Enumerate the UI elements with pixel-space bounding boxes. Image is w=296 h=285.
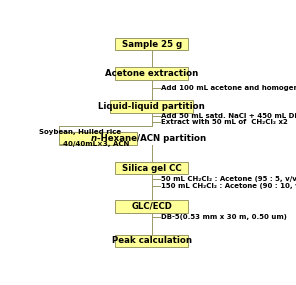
Text: Peak calculation: Peak calculation: [112, 237, 192, 245]
FancyBboxPatch shape: [115, 67, 189, 80]
Text: GLC/ECD: GLC/ECD: [131, 202, 172, 211]
FancyBboxPatch shape: [59, 132, 137, 145]
Text: Silica gel CC: Silica gel CC: [122, 164, 181, 172]
Text: 40/40mL×3, ACN: 40/40mL×3, ACN: [63, 141, 130, 147]
Text: Sample 25 g: Sample 25 g: [122, 40, 182, 48]
Text: 50 mL CH₂Cl₂ : Acetone (95 : 5, v/v), Discard: 50 mL CH₂Cl₂ : Acetone (95 : 5, v/v), Di…: [161, 176, 296, 182]
Text: Soybean, Hulled rice: Soybean, Hulled rice: [39, 129, 121, 135]
FancyBboxPatch shape: [110, 100, 193, 113]
FancyBboxPatch shape: [115, 235, 189, 247]
FancyBboxPatch shape: [115, 162, 189, 174]
Text: Extract with 50 mL of  CH₂Cl₂ x2: Extract with 50 mL of CH₂Cl₂ x2: [161, 119, 288, 125]
FancyBboxPatch shape: [115, 200, 189, 213]
Text: 150 mL CH₂Cl₂ : Acetone (90 : 10, v/v): 150 mL CH₂Cl₂ : Acetone (90 : 10, v/v): [161, 184, 296, 190]
Text: Add 100 mL acetone and homogenize for 2 min.: Add 100 mL acetone and homogenize for 2 …: [161, 85, 296, 91]
Text: -Hexane/ACN partition: -Hexane/ACN partition: [96, 134, 206, 143]
Text: Acetone extraction: Acetone extraction: [105, 69, 198, 78]
Text: Liquid-liquid partition: Liquid-liquid partition: [98, 102, 205, 111]
Text: DB-5(0.53 mm x 30 m, 0.50 um): DB-5(0.53 mm x 30 m, 0.50 um): [161, 214, 287, 220]
Text: Add 50 mL satd. NaCl + 450 mL Dist. water: Add 50 mL satd. NaCl + 450 mL Dist. wate…: [161, 113, 296, 119]
Text: n: n: [91, 134, 96, 143]
FancyBboxPatch shape: [115, 38, 189, 50]
